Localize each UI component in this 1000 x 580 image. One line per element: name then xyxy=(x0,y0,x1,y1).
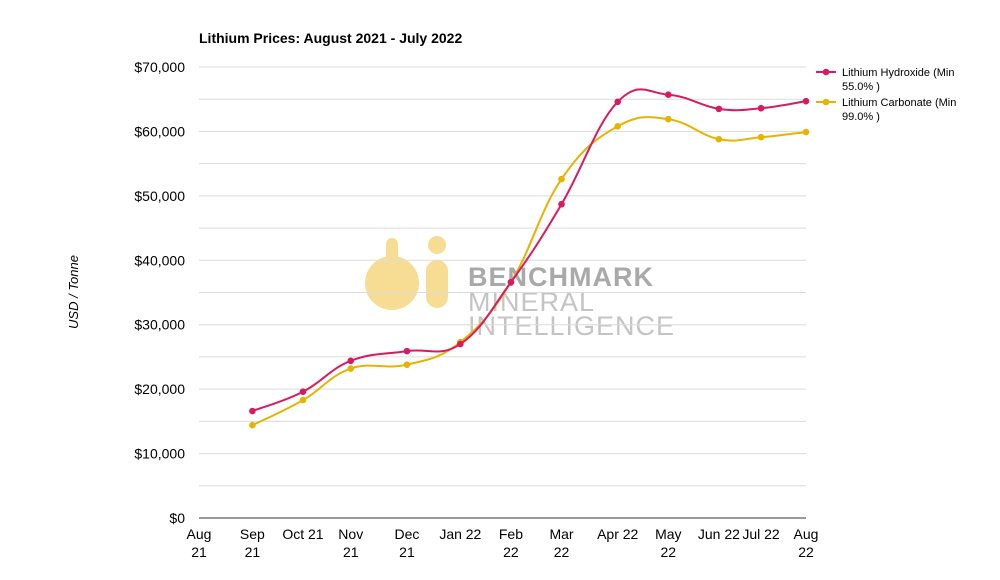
data-point xyxy=(665,115,672,123)
data-point xyxy=(249,421,256,429)
legend-marker xyxy=(822,68,830,76)
x-tick-label: Mar 22 xyxy=(549,526,573,560)
series-lithium-hydroxide xyxy=(249,88,810,415)
data-point xyxy=(347,365,355,372)
x-tick-label: Feb 22 xyxy=(499,526,523,560)
data-point xyxy=(558,200,565,208)
x-axis-ticks: Aug 21 Sep 21 Oct 21 Nov 21 Dec 21 Jan 22 Feb 22 Mar… xyxy=(187,526,819,560)
watermark-line3: INTELLIGENCE xyxy=(468,311,675,341)
series-line xyxy=(252,88,807,412)
data-point xyxy=(614,98,622,106)
data-point xyxy=(403,347,411,355)
data-point xyxy=(403,361,411,368)
legend-label: Lithium Carbonate (Min 99.0% ) xyxy=(842,97,956,123)
data-point xyxy=(249,407,256,415)
y-tick-label: $10,000 xyxy=(134,446,185,462)
x-tick-label: Jan 22 xyxy=(439,526,481,542)
legend-marker xyxy=(822,98,830,106)
y-tick-label: $20,000 xyxy=(134,381,185,397)
data-point xyxy=(715,105,723,113)
data-point xyxy=(802,97,810,105)
x-tick-label: Aug 21 xyxy=(187,526,212,560)
x-tick-label: Nov 21 xyxy=(338,526,363,560)
legend-item-lithium-hydroxide[interactable]: Lithium Hydroxide (Min 55.0% ) xyxy=(816,67,954,93)
legend: Lithium Hydroxide (Min 55.0% ) Lithium Car… xyxy=(816,67,956,123)
data-point xyxy=(665,91,672,99)
x-tick-label: Aug 22 xyxy=(794,526,819,560)
legend-label: Lithium Hydroxide (Min 55.0% ) xyxy=(842,67,954,93)
data-point xyxy=(299,396,307,404)
y-axis-label: USD / Tonne xyxy=(66,255,81,329)
y-tick-label: $70,000 xyxy=(134,59,185,75)
chart-title: Lithium Prices: August 2021 - July 2022 xyxy=(199,30,462,46)
y-axis-ticks: $0 $10,000 $20,000 $30,000 $40,000 $50,000 $60… xyxy=(134,59,185,526)
watermark-logo xyxy=(365,236,448,310)
y-tick-label: $30,000 xyxy=(134,317,185,333)
data-point xyxy=(757,133,765,141)
x-tick-label: Jul 22 xyxy=(742,526,780,542)
y-tick-label: $40,000 xyxy=(134,252,185,268)
watermark: BENCHMARK MINERAL INTELLIGENCE xyxy=(365,236,675,341)
data-point xyxy=(715,135,723,143)
data-point xyxy=(507,278,515,286)
y-tick-label: $60,000 xyxy=(134,123,185,139)
data-point xyxy=(347,357,355,365)
data-point xyxy=(457,340,464,348)
data-point xyxy=(757,104,765,112)
data-point xyxy=(802,128,810,136)
x-tick-label: Dec 21 xyxy=(395,526,420,560)
gridlines xyxy=(199,66,806,519)
data-point xyxy=(299,388,307,396)
x-tick-label: May 22 xyxy=(655,526,681,560)
x-tick-label: Jun 22 xyxy=(698,526,740,542)
y-tick-label: $50,000 xyxy=(134,188,185,204)
data-point xyxy=(614,122,622,130)
data-point xyxy=(558,175,565,183)
x-tick-label: Oct 21 xyxy=(282,526,323,542)
legend-item-lithium-carbonate[interactable]: Lithium Carbonate (Min 99.0% ) xyxy=(816,97,956,123)
x-tick-label: Sep 21 xyxy=(240,526,265,560)
series xyxy=(249,88,810,429)
x-tick-label: Apr 22 xyxy=(597,526,638,542)
watermark-line1: BENCHMARK xyxy=(468,262,654,292)
y-tick-label: $0 xyxy=(169,510,185,526)
